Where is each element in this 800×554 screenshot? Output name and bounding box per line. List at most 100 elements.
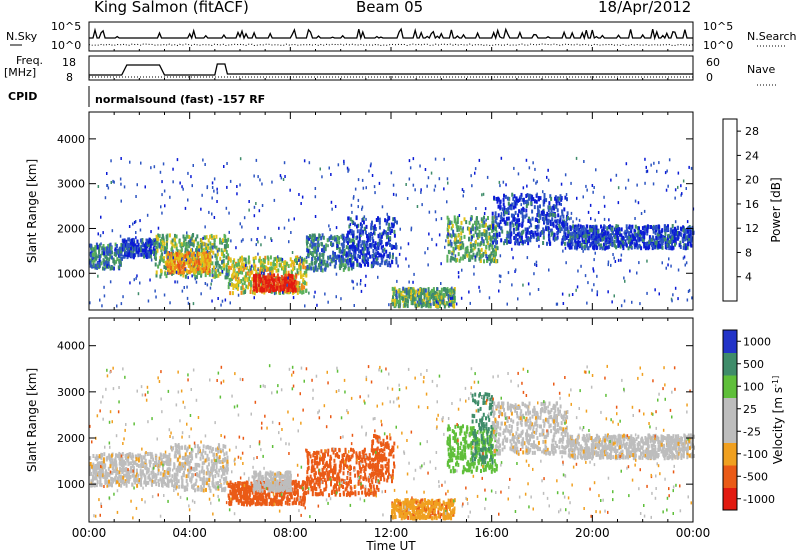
echo-cell	[332, 250, 335, 255]
echo-cell	[254, 255, 257, 260]
echo-cell	[292, 296, 295, 300]
date-label: 18/Apr/2012	[598, 0, 692, 16]
echo-cell	[198, 271, 201, 275]
echo-cell	[242, 238, 244, 242]
echo-cell	[480, 241, 483, 245]
echo-cell	[94, 256, 97, 261]
echo-cell	[608, 225, 610, 229]
echo-cell	[363, 263, 366, 267]
echo-cell	[156, 462, 159, 467]
echo-cell	[255, 288, 258, 293]
echo-cell	[299, 255, 302, 259]
echo-cell	[664, 171, 667, 175]
echo-cell	[474, 226, 476, 230]
echo-cell	[392, 302, 395, 307]
echo-cell	[220, 252, 223, 257]
echo-cell	[491, 257, 494, 262]
echo-cell	[420, 292, 423, 297]
echo-cell	[178, 257, 181, 262]
echo-cell	[627, 230, 629, 234]
echo-cell	[339, 260, 342, 265]
echo-cell	[310, 253, 313, 257]
echo-cell	[311, 233, 314, 238]
echo-cell	[207, 267, 210, 271]
echo-cell	[162, 236, 165, 241]
echo-cell	[169, 195, 171, 199]
echo-cell	[535, 237, 538, 242]
echo-cell	[494, 218, 497, 223]
echo-cell	[238, 280, 241, 284]
echo-cell	[401, 296, 404, 301]
echo-cell	[273, 292, 276, 296]
echo-cell	[245, 263, 247, 267]
echo-cell	[474, 239, 477, 244]
echo-cell	[682, 179, 685, 183]
echo-cell	[264, 288, 267, 293]
echo-cell	[242, 290, 245, 295]
echo-cell	[298, 281, 301, 286]
echo-cell	[270, 284, 273, 289]
freq-unit-label: [MHz]	[4, 66, 36, 79]
echo-cell	[167, 483, 170, 488]
echo-cell	[127, 469, 130, 474]
echo-cell	[516, 202, 518, 206]
echo-cell	[664, 232, 667, 236]
echo-cell	[309, 251, 312, 255]
echo-cell	[560, 182, 563, 186]
echo-cell	[494, 227, 497, 231]
echo-cell	[656, 236, 659, 241]
echo-cell	[285, 261, 288, 266]
echo-cell	[184, 248, 187, 253]
echo-cell	[500, 156, 503, 160]
echo-cell	[518, 198, 521, 203]
echo-cell	[645, 170, 648, 174]
echo-cell	[505, 237, 508, 242]
echo-cell	[616, 234, 619, 239]
echo-cell	[111, 266, 113, 270]
echo-cell	[478, 254, 481, 259]
echo-cell	[314, 246, 317, 250]
echo-cell	[628, 226, 630, 230]
echo-cell	[247, 259, 250, 264]
echo-cell	[463, 234, 466, 239]
echo-cell	[120, 247, 123, 251]
echo-cell	[547, 208, 550, 212]
echo-cell	[158, 242, 160, 246]
power-echoes	[89, 156, 695, 309]
echo-cell	[362, 249, 365, 254]
echo-cell	[596, 246, 599, 250]
echo-cell	[660, 229, 663, 234]
echo-cell	[261, 204, 264, 207]
echo-cell	[476, 226, 479, 231]
echo-cell	[553, 213, 556, 218]
echo-cell	[501, 218, 504, 222]
echo-cell	[674, 286, 677, 290]
echo-cell	[343, 239, 345, 244]
echo-cell	[462, 226, 464, 230]
echo-cell	[509, 206, 511, 210]
echo-cell	[374, 191, 376, 195]
echo-cell	[511, 283, 513, 287]
echo-cell	[609, 234, 612, 239]
echo-cell	[170, 240, 173, 245]
echo-cell	[473, 265, 475, 269]
echo-cell	[299, 267, 302, 272]
echo-cell	[179, 181, 181, 185]
echo-cell	[299, 262, 302, 267]
echo-cell	[427, 247, 429, 251]
echo-cell	[208, 264, 211, 269]
echo-cell	[287, 264, 290, 268]
echo-cell	[494, 211, 497, 216]
echo-cell	[200, 269, 203, 274]
echo-cell	[245, 261, 248, 266]
echo-cell	[509, 204, 512, 209]
echo-cell	[253, 262, 256, 267]
echo-cell	[459, 244, 462, 248]
echo-cell	[446, 291, 449, 296]
echo-cell	[244, 257, 247, 262]
echo-cell	[203, 262, 206, 266]
echo-cell	[257, 175, 259, 179]
echo-cell	[371, 236, 374, 241]
echo-cell	[445, 239, 447, 243]
echo-cell	[222, 259, 225, 264]
